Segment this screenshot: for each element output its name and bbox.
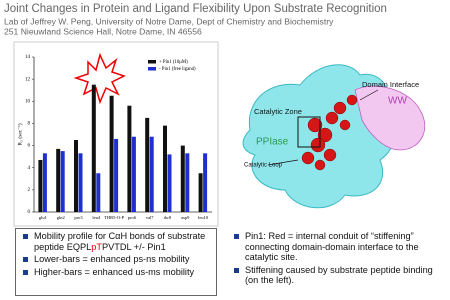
legend-label: - Pin1 (free ligand) [159, 67, 196, 72]
bar [78, 153, 83, 212]
bullet-list: Pin1: Red = internal conduit of “stiffen… [231, 231, 441, 286]
y-tick-label: 14 [25, 55, 31, 60]
bar [109, 95, 114, 212]
bar [60, 151, 65, 212]
bar [114, 138, 119, 212]
y-tick-label: 4 [28, 166, 31, 171]
x-tick-label: asp9 [181, 215, 190, 220]
bar [180, 145, 185, 212]
bullet: Higher-bars = enhanced us-ms mobility [23, 266, 212, 278]
bullet-text: Lower-bars = enhanced ps-ns mobility [34, 254, 190, 264]
pointer [359, 89, 379, 101]
legend-label: + Pin1 (10μM) [159, 60, 188, 65]
x-tick-label: pro3 [74, 215, 83, 220]
subtitle: Lab of Jeffrey W. Peng, University of No… [4, 16, 334, 26]
pointer [267, 159, 299, 166]
figure-label: WW [388, 96, 407, 107]
bullet-text: Mobility profile for CαH bonds of substr… [34, 231, 206, 252]
starburst [73, 52, 126, 105]
figure-label: Catalytic Zone [254, 107, 302, 116]
bar [96, 173, 101, 212]
bar [198, 173, 203, 212]
bullet: Stiffening caused by substrate peptide b… [234, 265, 441, 286]
bar [163, 125, 167, 212]
bar [127, 105, 132, 212]
y-tick-label: 10 [25, 99, 31, 104]
bullet-box: Pin1: Red = internal conduit of “stiffen… [226, 228, 446, 296]
catalytic-box [297, 116, 321, 148]
bullet-text: pT [91, 241, 102, 252]
y-tick-label: 2 [28, 188, 31, 193]
y-axis-label: R₂ (sec⁻¹) [16, 123, 23, 145]
bullet: Pin1: Red = internal conduit of “stiffen… [234, 231, 441, 263]
figure-label: Catalytic Loop [244, 163, 283, 169]
x-tick-label: THR5-O-P [104, 215, 124, 220]
figure-label: Domain Interface [362, 80, 419, 89]
bullet: Lower-bars = enhanced ps-ns mobility [23, 254, 212, 265]
y-tick-label: 6 [28, 144, 31, 149]
bar [149, 136, 154, 212]
bar [185, 153, 190, 212]
bullet-list: Mobility profile for CαH bonds of substr… [20, 231, 212, 277]
title: Joint Changes in Protein and Ligand Flex… [4, 3, 387, 15]
x-tick-label: leu10 [198, 215, 209, 220]
bar [203, 153, 208, 212]
x-tick-label: leu4 [92, 215, 100, 220]
bullet-text: PVTDL +/- Pin1 [101, 241, 166, 252]
x-tick-label: thr8 [164, 215, 172, 220]
bar [91, 84, 96, 212]
chart: 0 2 4 6 8 10 12 14 R₂ (sec⁻¹) glu1 gln2 pro3 leu4 THR… [16, 55, 212, 220]
y-tick-label: 0 [28, 210, 31, 215]
bar [131, 136, 136, 212]
bullet-box: Mobility profile for CαH bonds of substr… [15, 228, 217, 296]
x-tick-label: glu1 [39, 215, 47, 220]
bullet: Mobility profile for CαH bonds of substr… [23, 231, 212, 252]
bar [38, 159, 43, 212]
y-tick-label: 12 [25, 77, 31, 82]
bar [145, 117, 150, 212]
y-tick-label: 8 [28, 122, 31, 127]
bar [167, 154, 172, 212]
legend-swatch [148, 67, 156, 71]
figure-label: PPIase [256, 137, 289, 148]
ww-domain [354, 85, 426, 151]
stiff-residues [301, 94, 358, 171]
bullet-text: Higher-bars = enhanced us-ms mobility [34, 266, 195, 277]
protein-figure: Domain Interface WW Catalytic Zone PPIas… [242, 64, 426, 209]
subtitle: 251 Nieuwland Science Hall, Notre Dame, … [4, 26, 202, 36]
x-tick-label: pro6 [128, 215, 137, 220]
bar [56, 148, 61, 212]
legend-swatch [148, 60, 156, 64]
x-tick-label: gln2 [57, 215, 65, 220]
bar [74, 140, 78, 212]
x-tick-label: val7 [146, 215, 154, 220]
bar [42, 153, 47, 212]
